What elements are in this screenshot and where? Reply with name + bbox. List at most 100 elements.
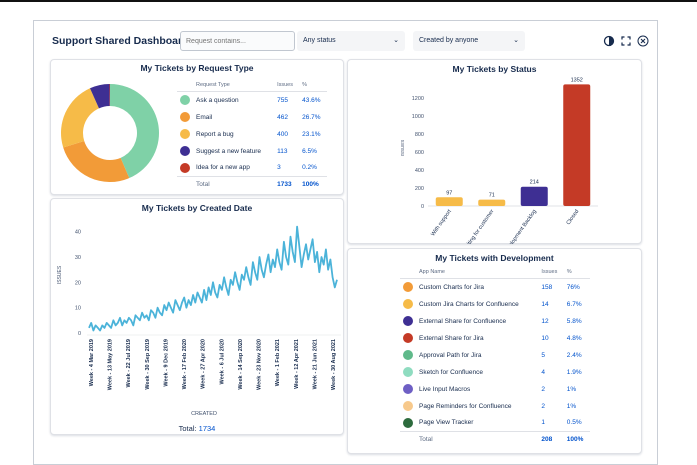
bar-value-label: 97 — [446, 190, 452, 196]
row-issues[interactable]: 462 — [277, 113, 288, 121]
x-tick-label: Week - 13 May 2019 — [108, 339, 114, 390]
row-issues[interactable]: 4 — [541, 368, 546, 376]
table-row[interactable]: External Share for Jira 10 4.8% — [400, 330, 590, 347]
status-filter-select[interactable]: Any status ⌄ — [297, 31, 405, 51]
table-row[interactable]: Page View Tracker 1 0.5% — [400, 415, 590, 432]
y-tick-label: 30 — [75, 255, 81, 261]
row-issues[interactable]: 2 — [541, 385, 546, 393]
legend-dot — [403, 350, 413, 360]
row-name: Email — [196, 113, 213, 121]
table-row[interactable]: Custom Jira Charts for Confluence 14 6.7% — [400, 296, 590, 313]
status-title: My Tickets by Status — [452, 64, 537, 74]
bar-closed[interactable] — [563, 84, 591, 206]
row-issues[interactable]: 3 — [277, 164, 281, 172]
pie-slice-report-a-bug[interactable] — [60, 88, 99, 148]
request-type-card: My Tickets by Request Type Request Type … — [50, 59, 344, 195]
close-icon[interactable] — [637, 35, 649, 47]
table-row[interactable]: Approval Path for Jira 5 2.4% — [400, 347, 590, 364]
development-card: My Tickets with Development App Name Iss… — [347, 248, 642, 454]
y-tick-label: 800 — [415, 132, 424, 138]
bar-development-backlog[interactable] — [520, 186, 548, 206]
y-tick-label: 200 — [415, 186, 424, 192]
table-row[interactable]: Live Input Macros 2 1% — [400, 381, 590, 398]
row-issues[interactable]: 12 — [541, 317, 549, 325]
x-tick-label: Closed — [566, 209, 581, 226]
table-row[interactable]: Idea for a new app 3 0.2% — [177, 160, 327, 177]
creator-filter-select[interactable]: Created by anyone ⌄ — [413, 31, 525, 51]
table-row[interactable]: Page Reminders for Confluence 2 1% — [400, 398, 590, 415]
request-type-donut-chart — [60, 84, 159, 182]
row-pct: 1.9% — [566, 368, 582, 376]
fullscreen-icon[interactable] — [620, 35, 632, 47]
bar-with-support[interactable] — [435, 197, 463, 206]
row-name: Page Reminders for Confluence — [419, 402, 512, 410]
created-date-card: My Tickets by Created Date 0 10 20 30 40 ISSU… — [50, 198, 344, 435]
table-row[interactable]: Suggest a new feature 113 6.5% — [177, 143, 327, 160]
development-table: App Name Issues % Custom Charts for Jira… — [400, 269, 590, 448]
row-issues[interactable]: 14 — [541, 300, 549, 308]
table-row[interactable]: Ask a question 755 43.6% — [177, 92, 327, 109]
pie-slice-suggest-a-new-feature[interactable] — [89, 84, 110, 109]
x-tick-label: With support — [430, 208, 453, 237]
x-tick-label: Week - 6 Jul 2020 — [219, 339, 225, 384]
bar-value-label: 1352 — [571, 77, 583, 83]
row-issues[interactable]: 1 — [541, 419, 546, 427]
x-tick-label: Week - 9 Dec 2019 — [163, 339, 169, 387]
legend-dot — [180, 95, 190, 106]
total-value[interactable]: 1734 — [198, 424, 216, 433]
row-issues[interactable]: 158 — [541, 283, 553, 291]
total-label: Total — [193, 176, 275, 193]
bar-value-label: 71 — [489, 193, 495, 199]
pie-slice-email[interactable] — [63, 140, 130, 182]
col-pct: % — [299, 82, 327, 92]
x-tick-label: Week - 12 Apr 2021 — [294, 339, 300, 389]
row-pct: 1% — [566, 385, 577, 393]
chevron-down-icon: ⌄ — [513, 37, 519, 44]
y-tick-label: 600 — [415, 150, 424, 156]
y-tick-label: 1200 — [412, 96, 424, 102]
y-tick-label: 40 — [75, 230, 81, 236]
y-tick-label: 0 — [421, 204, 424, 210]
y-tick-label: 20 — [75, 280, 81, 286]
table-row[interactable]: Email 462 26.7% — [177, 109, 327, 126]
legend-dot — [403, 333, 413, 343]
x-tick-label: Week - 23 Nov 2020 — [257, 339, 263, 390]
row-issues[interactable]: 755 — [277, 96, 288, 104]
table-row[interactable]: Custom Charts for Jira 158 76% — [400, 279, 590, 296]
total-issues[interactable]: 1733 — [274, 176, 300, 193]
y-tick-label: 0 — [78, 331, 81, 337]
row-name: Approval Path for Jira — [419, 351, 482, 359]
search-input[interactable] — [180, 31, 295, 51]
row-issues[interactable]: 113 — [277, 147, 288, 155]
created-date-title: My Tickets by Created Date — [141, 203, 253, 213]
row-issues[interactable]: 10 — [541, 334, 549, 342]
pie-slice-ask-a-question[interactable] — [110, 84, 159, 179]
x-tick-label: Week - 1 Feb 2021 — [275, 339, 281, 386]
row-issues[interactable]: 400 — [277, 130, 288, 138]
table-row[interactable]: Sketch for Confluence 4 1.9% — [400, 364, 590, 381]
table-row[interactable]: Report a bug 400 23.1% — [177, 126, 327, 143]
row-name: Ask a question — [196, 96, 239, 104]
x-tick-label: Development Backlog — [502, 209, 538, 244]
row-pct: 6.7% — [566, 300, 582, 308]
series-line[interactable] — [88, 225, 338, 332]
bar-waiting-for-customer[interactable] — [478, 199, 506, 206]
row-issues[interactable]: 2 — [541, 402, 546, 410]
total-issues[interactable]: 208 — [538, 431, 564, 448]
row-name: Custom Jira Charts for Confluence — [419, 300, 519, 308]
x-tick-label: Week - 30 Aug 2021 — [331, 339, 337, 390]
row-pct: 23.1% — [302, 130, 321, 138]
theme-toggle-icon[interactable] — [603, 35, 615, 47]
table-row[interactable]: External Share for Confluence 12 5.8% — [400, 313, 590, 330]
col-app-name: App Name — [416, 269, 539, 279]
row-pct: 0.5% — [566, 419, 582, 427]
total-pct: 100% — [299, 176, 327, 193]
row-name: Suggest a new feature — [196, 147, 262, 155]
row-pct: 26.7% — [302, 113, 321, 121]
pie-slice-idea-for-a-new-app[interactable] — [109, 84, 110, 107]
x-tick-label: Week - 4 Mar 2019 — [89, 339, 95, 386]
row-issues[interactable]: 5 — [541, 351, 546, 359]
development-title: My Tickets with Development — [435, 253, 554, 263]
status-bar-chart: 0 200 400 600 800 1000 1200 ISSUES 97 With suppor… — [400, 77, 598, 244]
y-axis-label: ISSUES — [400, 140, 405, 157]
